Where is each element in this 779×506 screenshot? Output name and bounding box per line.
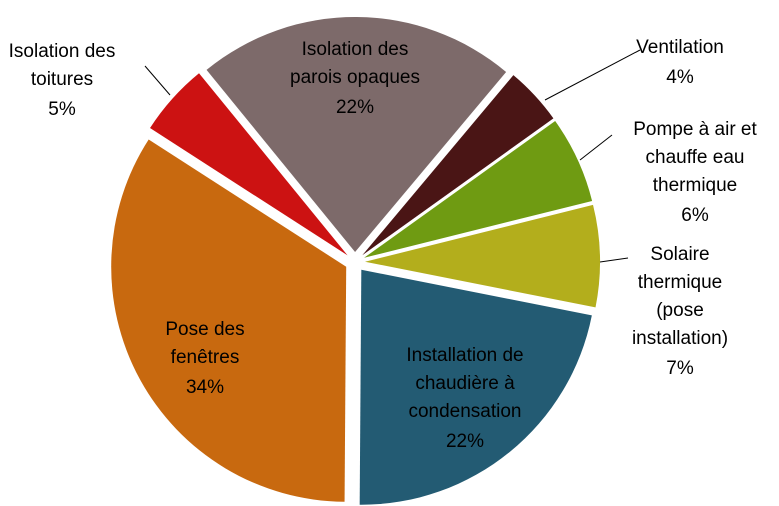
- slice-value-label: 34%: [186, 377, 224, 398]
- pie-slice: [362, 75, 554, 256]
- pie-slice: [364, 204, 600, 308]
- slice-value-label: 6%: [681, 205, 709, 226]
- slice-label: Pompe à air et chauffe eau thermique: [633, 119, 757, 196]
- pie-slice: [359, 269, 592, 505]
- leader-line: [599, 257, 629, 263]
- slice-value-label: 22%: [336, 97, 374, 118]
- slice-label: Solaire thermique (pose installation): [632, 244, 728, 349]
- pie-slice: [111, 139, 347, 502]
- slice-label: Ventilation: [636, 37, 724, 58]
- leader-line: [579, 134, 613, 161]
- slice-label: Pose des fenêtres: [165, 319, 244, 368]
- leader-line: [544, 49, 641, 101]
- slice-label: Isolation des parois opaques: [290, 39, 420, 88]
- pie-slice: [364, 121, 593, 258]
- slice-value-label: 4%: [666, 67, 694, 88]
- slice-label: Installation de chaudière à condensation: [406, 345, 523, 422]
- slice-label: Isolation des toitures: [9, 41, 116, 90]
- slice-value-label: 22%: [446, 431, 484, 452]
- slice-value-label: 5%: [48, 99, 76, 120]
- leader-line: [144, 65, 171, 96]
- pie-slice: [150, 73, 348, 256]
- pie-slice: [206, 17, 507, 253]
- slice-value-label: 7%: [666, 358, 694, 379]
